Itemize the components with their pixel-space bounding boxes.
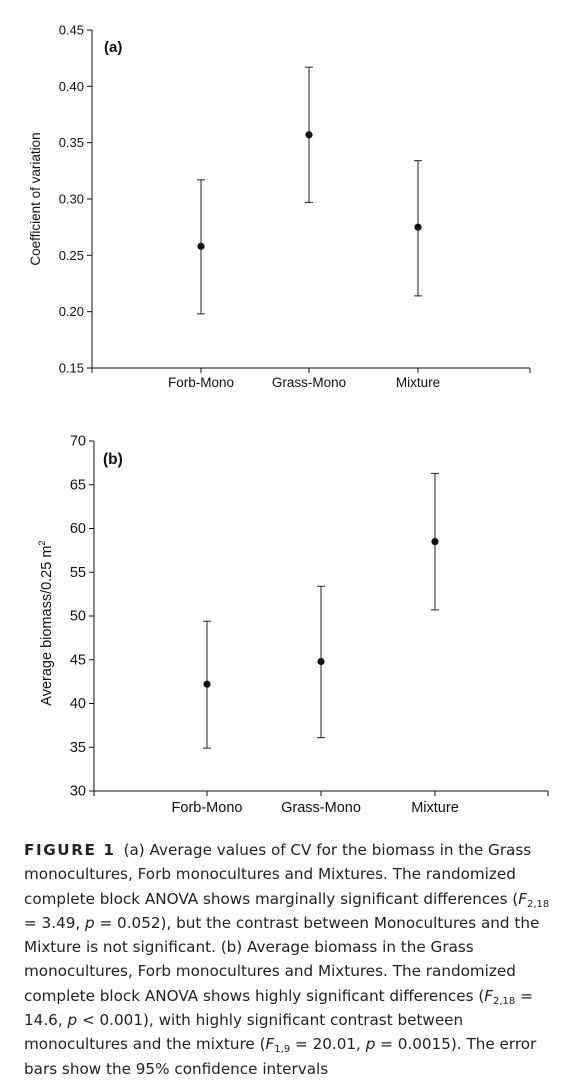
caption-text: (a) Average values of CV for the biomass… [24, 841, 532, 908]
caption-p: p [85, 913, 95, 932]
y-ticks-b: 30 35 40 45 50 55 60 65 70 [70, 434, 94, 800]
data-point [414, 223, 422, 231]
data-point [317, 657, 325, 666]
caption-text: < 0.001), with highly significant contra… [24, 1011, 464, 1054]
y-tick-label: 0.45 [59, 23, 84, 38]
y-tick-label: 65 [70, 477, 86, 493]
y-tick-label: 35 [70, 740, 86, 756]
y-tick-label: 0.35 [59, 135, 84, 150]
caption-text: = 3.49, [24, 913, 86, 932]
y-tick-label: 60 [70, 521, 86, 537]
x-category-label: Mixture [396, 375, 440, 390]
y-axis-label-b-main: Average biomass/0.25 m [39, 546, 55, 706]
y-ticks-a: 0.15 0.20 0.25 0.30 0.35 0.40 0.45 [59, 23, 92, 376]
caption-f: F [518, 889, 527, 908]
x-category-label: Grass-Mono [272, 375, 346, 390]
x-category-label: Mixture [411, 800, 459, 816]
y-tick-label: 50 [70, 609, 86, 625]
y-tick-label: 0.20 [59, 304, 84, 319]
series-b [203, 472, 439, 749]
y-tick-label: 0.15 [59, 361, 84, 376]
x-category-label: Forb-Mono [168, 375, 234, 390]
caption-text: = 14.6, [24, 986, 533, 1030]
panel-label-b: (b) [103, 451, 123, 468]
x-categories-b: Forb-Mono Grass-Mono Mixture [172, 791, 549, 816]
y-tick-label: 55 [70, 565, 86, 581]
y-tick-label: 40 [70, 696, 86, 712]
caption-sub: 1,9 [274, 1044, 291, 1056]
figure-caption: FIGURE 1 (a) Average values of CV for the… [24, 838, 559, 1081]
y-tick-label: 0.40 [59, 79, 84, 94]
y-tick-label: 0.30 [59, 192, 84, 207]
x-category-label: Grass-Mono [281, 800, 361, 816]
caption-text: = 0.052), but the contrast between Monoc… [24, 913, 540, 1005]
caption-f: F [265, 1035, 275, 1054]
caption-sub: 2,18 [493, 995, 516, 1007]
y-axis-label-b-sup: 2 [37, 540, 48, 545]
data-point [305, 131, 313, 139]
caption-sub: 2,18 [527, 898, 550, 910]
data-point [203, 680, 211, 688]
data-point [197, 242, 205, 250]
y-axis-label-a: Coefficient of variation [28, 132, 43, 265]
x-categories-a: Forb-Mono Grass-Mono Mixture [168, 368, 531, 390]
data-point [431, 538, 439, 546]
caption-p: p [365, 1035, 376, 1054]
caption-p: p [67, 1011, 78, 1030]
panel-label-a: (a) [104, 39, 122, 56]
chart-b: 30 35 40 45 50 55 60 65 70 Forb-Mono Grass-Mono Mi… [37, 434, 549, 816]
x-category-label: Forb-Mono [172, 800, 243, 816]
y-tick-label: 0.25 [59, 248, 84, 263]
y-tick-label: 45 [70, 652, 86, 668]
caption-lead: FIGURE 1 [24, 841, 116, 859]
chart-a: 0.15 0.20 0.25 0.30 0.35 0.40 0.45 Forb-Mono Gr… [28, 23, 531, 390]
series-a [197, 66, 422, 315]
caption-f: F [484, 986, 494, 1005]
caption-text: = 0.0015). The error bars show the 95% c… [24, 1035, 537, 1078]
y-tick-label: 70 [70, 434, 86, 450]
caption-text: = 20.01, [290, 1035, 366, 1054]
y-tick-label: 30 [70, 784, 86, 800]
y-axis-label-b: Average biomass/0.25 m2 [37, 540, 55, 705]
